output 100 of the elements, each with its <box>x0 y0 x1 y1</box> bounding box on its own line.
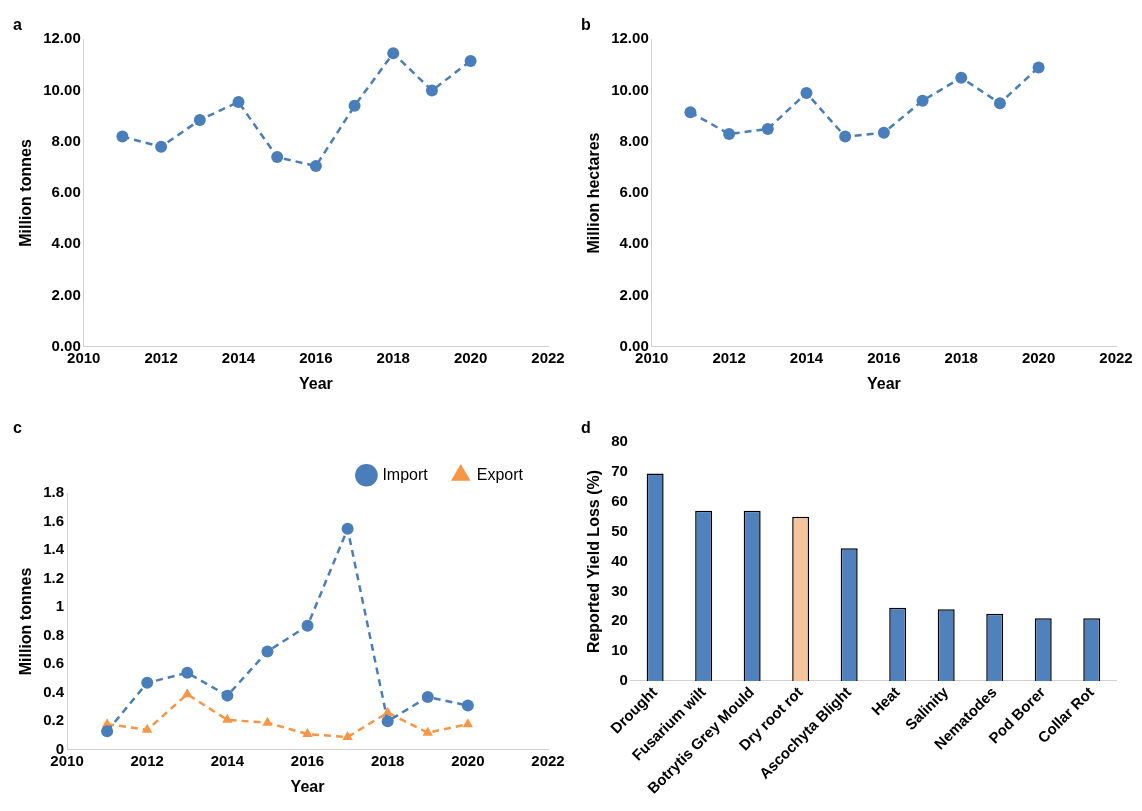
x-tick-label: 2014 <box>210 751 245 769</box>
y-tick-label: 0.2 <box>43 711 65 729</box>
x-tick-label: 2022 <box>1099 348 1133 366</box>
y-tick-label: 10.00 <box>43 80 81 98</box>
point <box>232 96 245 108</box>
x-tick-label: 2022 <box>531 348 565 366</box>
y-tick-label: 6.00 <box>51 183 81 201</box>
y-tick-label: 1.2 <box>43 568 65 586</box>
point <box>271 151 284 164</box>
y-tick-label: 60 <box>611 492 628 510</box>
y-tick-label: 30 <box>611 581 628 599</box>
y-tick-label: 0.4 <box>43 682 65 700</box>
legend-label: Export <box>476 465 524 483</box>
point <box>993 97 1006 110</box>
point <box>1032 61 1045 74</box>
point <box>141 676 154 689</box>
point <box>182 688 193 698</box>
point <box>302 728 313 738</box>
point <box>684 106 697 119</box>
y-tick-label: 80 <box>611 432 628 450</box>
x-tick-label: 2022 <box>531 751 565 769</box>
point <box>301 619 314 632</box>
y-tick-label: 20 <box>611 611 628 629</box>
point <box>421 691 434 704</box>
x-tick-label: 2012 <box>712 348 746 366</box>
y-tick-label: 4.00 <box>619 234 649 252</box>
point <box>839 130 852 143</box>
x-tick-label: 2014 <box>789 348 824 366</box>
y-tick-label: 12.00 <box>43 29 81 47</box>
y-tick-label: 1 <box>55 597 65 615</box>
y-tick-label: 0 <box>619 671 628 689</box>
x-tick-label: 2016 <box>290 751 325 769</box>
chart-title: c <box>13 419 22 437</box>
point <box>464 54 477 67</box>
point <box>261 645 274 658</box>
x-tick-label: 2016 <box>299 348 333 366</box>
point <box>341 522 354 535</box>
x-tick-label: 2018 <box>376 348 410 366</box>
y-tick-label: 50 <box>611 521 628 539</box>
point <box>916 94 929 107</box>
point <box>262 716 273 726</box>
point <box>382 706 393 716</box>
point <box>381 715 394 728</box>
point <box>348 99 361 112</box>
y-tick-label: 1.8 <box>43 483 65 501</box>
y-axis-title: Million tonnes <box>17 139 35 247</box>
y-tick-label: 0.8 <box>43 625 65 643</box>
x-tick-label: 2012 <box>144 348 178 366</box>
point <box>422 726 433 736</box>
y-tick-label: 70 <box>611 462 628 480</box>
point <box>193 113 206 126</box>
y-tick-label: 10.00 <box>611 80 649 98</box>
chart-title: b <box>581 16 591 34</box>
point <box>800 87 813 100</box>
point <box>723 128 736 141</box>
point <box>425 84 438 97</box>
x-tick-label: 2020 <box>453 348 488 366</box>
y-tick-label: 10 <box>611 641 628 659</box>
y-axis-title: Million hectares <box>585 132 603 254</box>
y-tick-label: 1.6 <box>43 511 65 529</box>
y-tick-label: 0.6 <box>43 654 65 672</box>
y-tick-label: 8.00 <box>51 131 81 149</box>
legend-label: Import <box>382 465 429 483</box>
y-axis-title: Million tonnes <box>17 567 35 676</box>
point <box>142 723 153 733</box>
x-tick-label: 2018 <box>944 348 978 366</box>
x-axis-title: Year <box>290 777 325 795</box>
x-tick-label: 2016 <box>867 348 901 366</box>
x-tick-label: 2012 <box>130 751 164 769</box>
x-tick-label: 2014 <box>221 348 256 366</box>
point <box>462 718 474 728</box>
y-tick-label: 12.00 <box>611 29 649 47</box>
y-tick-label: 40 <box>611 551 628 569</box>
x-axis-title: Year <box>866 374 901 392</box>
point <box>116 130 129 143</box>
y-tick-label: 4.00 <box>51 234 81 252</box>
y-tick-label: 2.00 <box>51 285 81 303</box>
y-tick-label: 6.00 <box>619 183 649 201</box>
point <box>222 713 233 723</box>
chart-title: a <box>13 16 22 34</box>
point <box>761 122 774 135</box>
point <box>221 689 234 702</box>
point <box>101 725 114 738</box>
point <box>955 71 968 84</box>
y-tick-label: 1.4 <box>43 540 65 558</box>
x-tick-label: 2018 <box>371 751 405 769</box>
x-tick-label: 2020 <box>1021 348 1056 366</box>
point <box>309 160 322 173</box>
y-tick-label: 8.00 <box>619 131 649 149</box>
chart-title: d <box>581 419 591 437</box>
point <box>461 699 474 712</box>
x-axis-title: Year <box>298 374 333 392</box>
point <box>181 666 194 679</box>
y-tick-label: 2.00 <box>619 285 649 303</box>
point <box>387 47 400 60</box>
x-tick-label: 2020 <box>451 751 485 769</box>
y-axis-title: Reported Yield Loss (%) <box>585 469 603 654</box>
point <box>342 730 353 740</box>
point <box>155 140 168 153</box>
point <box>877 126 890 139</box>
